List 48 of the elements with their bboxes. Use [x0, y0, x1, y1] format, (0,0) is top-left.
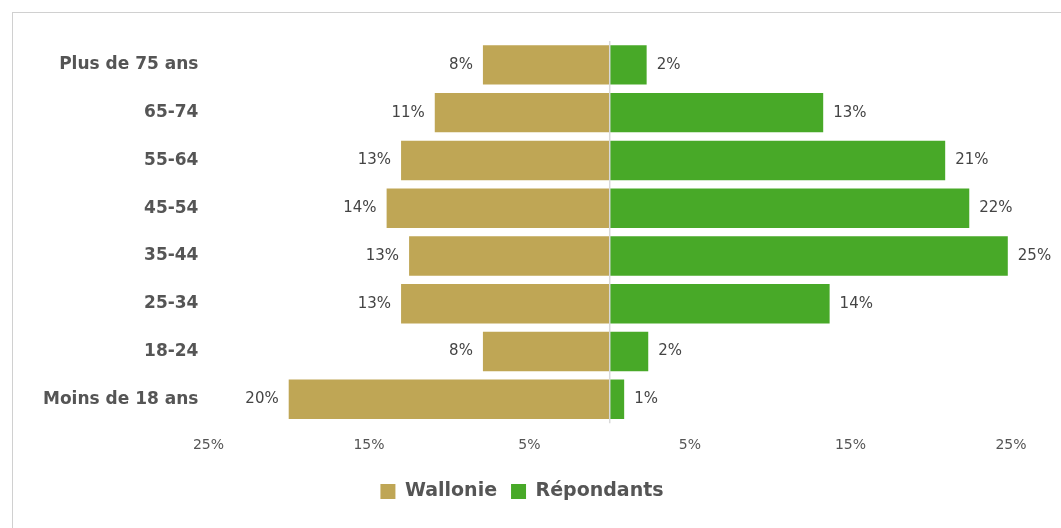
data-label: 20%	[245, 389, 279, 408]
bar	[409, 236, 610, 276]
bar	[609, 379, 625, 420]
data-label: 13%	[357, 293, 392, 312]
data-label: 8%	[449, 341, 473, 360]
data-label: 21%	[955, 150, 989, 169]
data-label: 13%	[833, 102, 867, 121]
bar	[609, 236, 1008, 276]
data-label: 25%	[1017, 245, 1052, 264]
data-label: 11%	[391, 102, 425, 121]
bar	[288, 379, 610, 420]
bar	[609, 140, 946, 181]
x-tick-label: 25%	[192, 436, 225, 453]
x-tick-label: 25%	[995, 436, 1027, 453]
bar	[609, 331, 649, 372]
data-label: 13%	[357, 150, 392, 169]
bar	[482, 331, 610, 372]
bar	[609, 284, 830, 324]
data-label: 13%	[365, 245, 400, 264]
y-tick-label: Moins de 18 ans	[43, 387, 199, 408]
y-tick-label: 45-54	[144, 196, 199, 217]
bar	[609, 188, 970, 228]
x-tick-label: 5%	[518, 436, 541, 453]
bar	[482, 45, 610, 85]
data-label: 2%	[656, 54, 681, 73]
bar	[386, 188, 610, 228]
data-label: 8%	[449, 54, 473, 73]
x-tick-label: 15%	[353, 436, 385, 453]
data-label: 1%	[634, 389, 658, 408]
x-tick-label: 5%	[678, 436, 702, 453]
y-tick-label: Plus de 75 ans	[59, 53, 199, 74]
y-tick-label: 25-34	[144, 292, 199, 313]
data-label: 2%	[658, 341, 683, 360]
bar	[401, 284, 610, 324]
data-label: 14%	[343, 198, 377, 217]
bar	[434, 92, 610, 133]
y-tick-label: 18-24	[144, 339, 199, 360]
bar	[609, 45, 647, 85]
bar	[609, 92, 824, 133]
legend-label: Wallonie	[404, 478, 498, 501]
y-tick-label: 65-74	[144, 101, 199, 122]
data-label: 14%	[839, 293, 873, 312]
bar	[401, 140, 610, 181]
data-label: 22%	[979, 198, 1013, 217]
y-tick-label: 55-64	[144, 148, 199, 169]
y-tick-label: 35-44	[144, 244, 199, 265]
legend-label: Répondants	[535, 478, 664, 501]
x-tick-label: 15%	[834, 436, 867, 453]
